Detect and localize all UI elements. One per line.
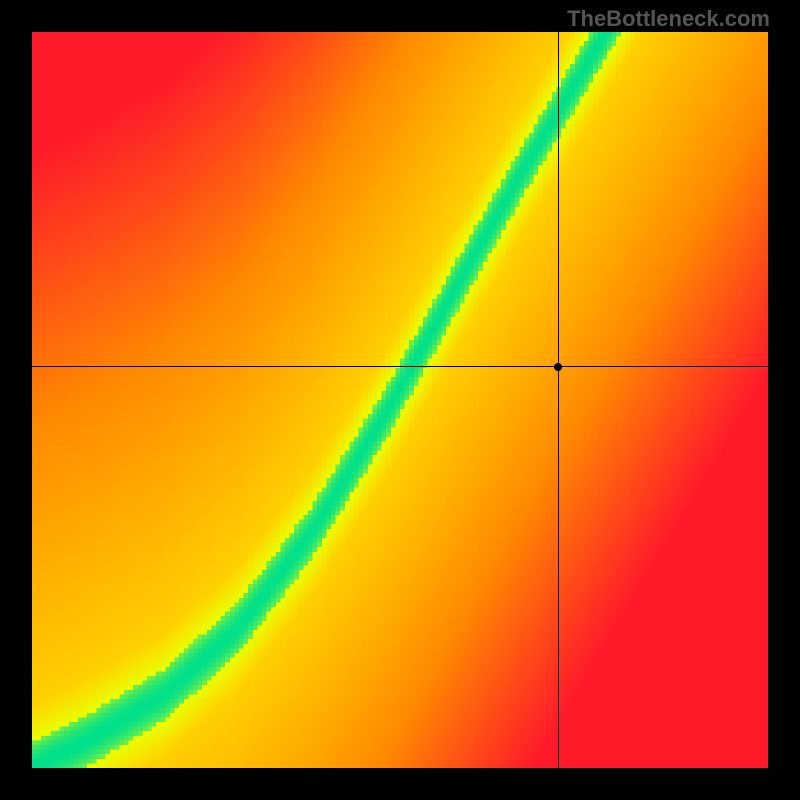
crosshair-horizontal: [32, 366, 768, 367]
chart-container: TheBottleneck.com: [0, 0, 800, 800]
watermark-text: TheBottleneck.com: [567, 6, 770, 32]
heatmap-plot: [32, 32, 768, 768]
crosshair-vertical: [558, 32, 559, 768]
crosshair-point: [554, 363, 562, 371]
heatmap-canvas: [32, 32, 768, 768]
